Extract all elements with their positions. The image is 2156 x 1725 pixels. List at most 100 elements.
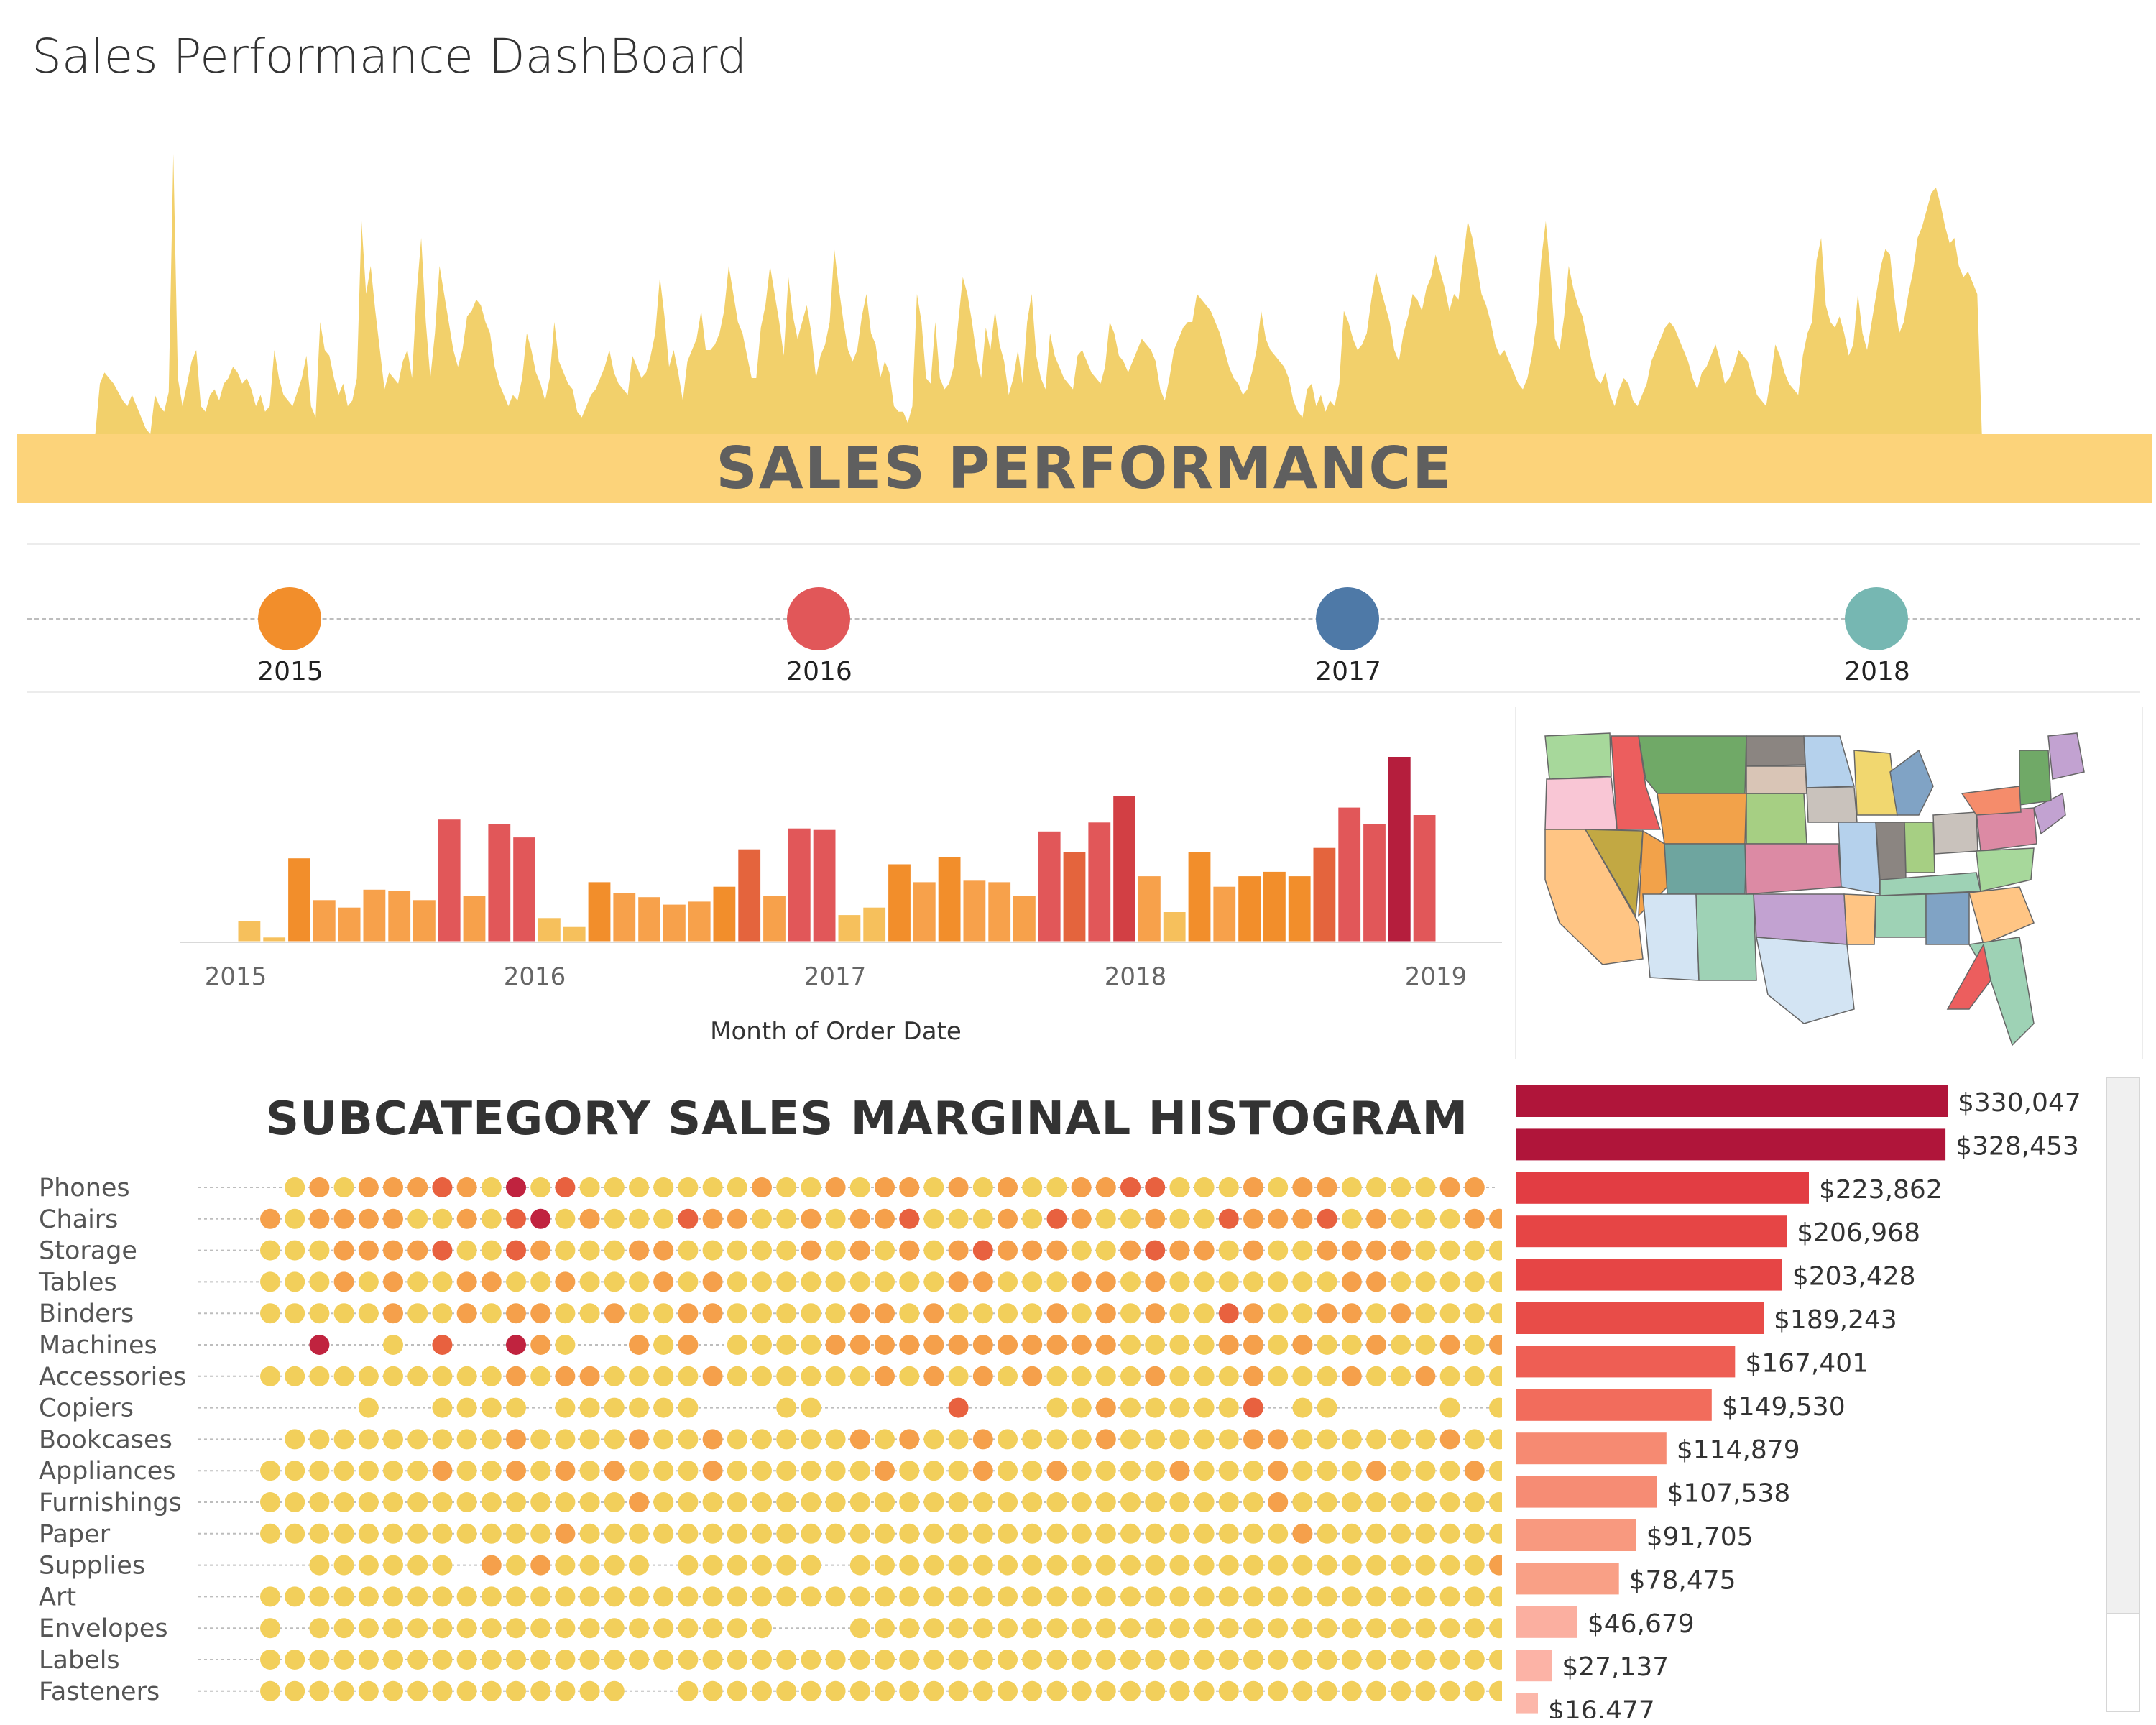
sales-dot[interactable]: [948, 1303, 969, 1324]
sales-dot[interactable]: [849, 1335, 870, 1355]
sales-dot[interactable]: [358, 1523, 379, 1544]
sales-dot[interactable]: [948, 1492, 969, 1512]
sales-dot[interactable]: [629, 1177, 649, 1197]
sales-dot[interactable]: [849, 1366, 870, 1386]
sales-dot[interactable]: [1439, 1618, 1460, 1639]
sales-dot[interactable]: [825, 1240, 846, 1261]
sales-dot[interactable]: [481, 1650, 502, 1670]
sales-dot[interactable]: [727, 1650, 747, 1670]
sales-dot[interactable]: [506, 1586, 526, 1607]
monthly-bar[interactable]: [387, 890, 412, 942]
sales-dot[interactable]: [629, 1429, 649, 1450]
sales-dot[interactable]: [1366, 1366, 1386, 1386]
sales-dot[interactable]: [530, 1523, 551, 1544]
sales-dot[interactable]: [1169, 1208, 1190, 1229]
sales-dot[interactable]: [948, 1618, 969, 1639]
sales-dot[interactable]: [1120, 1650, 1141, 1670]
sales-dot[interactable]: [1366, 1429, 1386, 1450]
sales-dot[interactable]: [1120, 1429, 1141, 1450]
sales-dot[interactable]: [678, 1618, 699, 1639]
sales-dot[interactable]: [1439, 1460, 1460, 1481]
sales-dot[interactable]: [1439, 1177, 1460, 1197]
sales-dot[interactable]: [948, 1177, 969, 1197]
sales-dot[interactable]: [383, 1680, 403, 1701]
sales-dot[interactable]: [333, 1271, 354, 1292]
sales-dot[interactable]: [825, 1586, 846, 1607]
sales-dot[interactable]: [1145, 1555, 1166, 1576]
state-shape[interactable]: [1806, 787, 1858, 823]
sales-dot[interactable]: [1194, 1177, 1215, 1197]
sales-dot[interactable]: [678, 1650, 699, 1670]
sales-dot[interactable]: [1391, 1366, 1411, 1386]
sales-dot[interactable]: [1022, 1586, 1043, 1607]
sales-dot[interactable]: [383, 1586, 403, 1607]
sales-dot[interactable]: [825, 1335, 846, 1355]
sales-dot[interactable]: [1464, 1680, 1485, 1701]
sales-dot[interactable]: [653, 1650, 674, 1670]
sales-dot[interactable]: [923, 1240, 944, 1261]
sales-dot[interactable]: [1243, 1303, 1263, 1324]
sales-dot[interactable]: [481, 1271, 502, 1292]
sales-dot[interactable]: [1464, 1366, 1485, 1386]
sales-dot[interactable]: [1391, 1208, 1411, 1229]
sales-dot[interactable]: [1439, 1555, 1460, 1576]
sales-dot[interactable]: [604, 1429, 625, 1450]
sales-dot[interactable]: [309, 1460, 330, 1481]
sales-dot[interactable]: [1341, 1240, 1362, 1261]
sales-dot[interactable]: [1145, 1335, 1166, 1355]
sales-dot[interactable]: [899, 1208, 920, 1229]
sales-dot[interactable]: [1095, 1650, 1116, 1670]
sales-dot[interactable]: [849, 1240, 870, 1261]
sales-dot[interactable]: [1391, 1460, 1411, 1481]
sales-dot[interactable]: [579, 1555, 600, 1576]
sales-dot[interactable]: [1194, 1492, 1215, 1512]
sales-dot[interactable]: [1145, 1680, 1166, 1701]
sales-dot[interactable]: [998, 1492, 1018, 1512]
sales-dot[interactable]: [530, 1492, 551, 1512]
sales-dot[interactable]: [899, 1335, 920, 1355]
monthly-bar[interactable]: [1337, 806, 1362, 942]
sales-dot[interactable]: [1169, 1492, 1190, 1512]
sales-dot[interactable]: [875, 1586, 895, 1607]
sales-dot[interactable]: [383, 1366, 403, 1386]
sales-dot[interactable]: [727, 1240, 747, 1261]
sales-dot[interactable]: [1341, 1650, 1362, 1670]
sales-dot[interactable]: [456, 1650, 477, 1670]
sales-dot[interactable]: [579, 1650, 600, 1670]
sales-dot[interactable]: [333, 1618, 354, 1639]
sales-dot[interactable]: [1169, 1618, 1190, 1639]
sales-dot[interactable]: [1194, 1650, 1215, 1670]
sales-dot[interactable]: [555, 1397, 576, 1418]
sales-dot[interactable]: [1317, 1460, 1337, 1481]
sales-dot[interactable]: [1439, 1303, 1460, 1324]
sales-dot[interactable]: [1268, 1650, 1289, 1670]
sales-dot[interactable]: [555, 1492, 576, 1512]
sales-dot[interactable]: [285, 1271, 305, 1292]
sales-dot[interactable]: [604, 1555, 625, 1576]
sales-dot[interactable]: [530, 1650, 551, 1670]
sales-dot[interactable]: [727, 1523, 747, 1544]
sales-dot[interactable]: [456, 1586, 477, 1607]
sales-dot[interactable]: [678, 1366, 699, 1386]
sales-dot[interactable]: [801, 1366, 821, 1386]
sales-dot[interactable]: [1317, 1271, 1337, 1292]
sales-dot[interactable]: [752, 1240, 772, 1261]
sales-dot[interactable]: [1022, 1492, 1043, 1512]
sales-dot[interactable]: [1145, 1303, 1166, 1324]
sales-dot[interactable]: [678, 1303, 699, 1324]
sales-dot[interactable]: [555, 1240, 576, 1261]
sales-dot[interactable]: [923, 1680, 944, 1701]
sales-dot[interactable]: [1145, 1586, 1166, 1607]
sales-dot[interactable]: [383, 1208, 403, 1229]
sales-dot[interactable]: [383, 1335, 403, 1355]
sales-dot[interactable]: [1218, 1492, 1239, 1512]
sales-dot[interactable]: [899, 1460, 920, 1481]
sales-dot[interactable]: [530, 1177, 551, 1197]
sales-dot[interactable]: [604, 1523, 625, 1544]
sales-dot[interactable]: [1071, 1492, 1092, 1512]
sales-dot[interactable]: [1071, 1271, 1092, 1292]
sales-dot[interactable]: [849, 1650, 870, 1670]
sales-dot[interactable]: [432, 1208, 453, 1229]
sales-dot[interactable]: [1145, 1460, 1166, 1481]
